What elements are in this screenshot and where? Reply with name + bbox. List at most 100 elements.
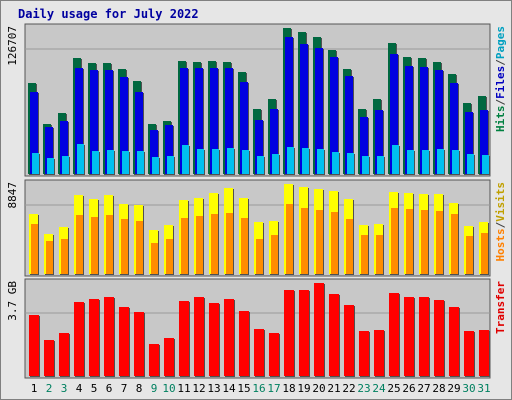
day-tick-label: 11	[177, 382, 190, 395]
files-bar	[450, 83, 458, 174]
transfer-bar	[404, 297, 414, 376]
files-bar	[240, 82, 248, 174]
hosts-bar	[421, 210, 428, 274]
files-bar	[465, 112, 473, 174]
hosts-bar	[121, 219, 128, 274]
pages-bar	[62, 156, 69, 174]
top-ymax-label: 126707	[6, 26, 19, 66]
hosts-bar	[61, 239, 68, 274]
top-legend-part: /	[494, 99, 507, 106]
transfer-bar	[29, 315, 39, 376]
day-tick-label: 21	[327, 382, 340, 395]
pages-bar	[32, 153, 39, 174]
transfer-bar	[314, 283, 324, 376]
files-bar	[285, 37, 293, 174]
day-tick-label: 12	[192, 382, 205, 395]
pages-bar	[377, 156, 384, 174]
day-tick-label: 9	[151, 382, 158, 395]
hosts-bar	[31, 224, 38, 274]
hosts-bar	[106, 215, 113, 274]
files-bar	[270, 109, 278, 174]
hosts-bar	[76, 215, 83, 274]
day-tick-label: 18	[282, 382, 295, 395]
transfer-bar	[179, 301, 189, 376]
hosts-bar	[436, 211, 443, 274]
day-tick-label: 24	[372, 382, 386, 395]
day-tick-label: 14	[222, 382, 236, 395]
hosts-bar	[241, 218, 248, 274]
transfer-bar	[479, 330, 489, 376]
transfer-bar	[194, 297, 204, 376]
bottom-ymax-label: 3.7 GB	[6, 281, 19, 321]
pages-bar	[77, 144, 84, 174]
hosts-bar	[331, 212, 338, 274]
middle-legend-part: Hosts	[494, 228, 507, 261]
pages-bar	[137, 151, 144, 174]
files-bar	[420, 67, 428, 174]
files-bar	[45, 127, 53, 174]
day-tick-label: 31	[477, 382, 490, 395]
files-bar	[105, 70, 113, 174]
transfer-bar	[434, 300, 444, 376]
pages-bar	[167, 156, 174, 174]
pages-bar	[47, 158, 54, 174]
transfer-bar	[119, 307, 129, 376]
pages-bar	[92, 151, 99, 174]
day-tick-label: 3	[61, 382, 68, 395]
hosts-bar	[376, 235, 383, 274]
transfer-bar	[359, 331, 369, 376]
pages-bar	[467, 154, 474, 174]
files-bar	[330, 57, 338, 174]
transfer-bar	[104, 297, 114, 376]
pages-bar	[302, 148, 309, 174]
transfer-bar	[239, 311, 249, 376]
pages-bar	[107, 150, 114, 174]
files-bar	[135, 92, 143, 174]
day-tick-label: 19	[297, 382, 310, 395]
middle-legend-part: Visits	[494, 182, 507, 222]
day-tick-label: 6	[106, 382, 113, 395]
pages-bar	[212, 149, 219, 174]
pages-bar	[152, 157, 159, 174]
hosts-bar	[166, 239, 173, 274]
hosts-bar	[346, 219, 353, 274]
hosts-bar	[136, 221, 143, 274]
day-tick-label: 15	[237, 382, 250, 395]
hosts-bar	[391, 208, 398, 274]
files-bar	[195, 68, 203, 174]
bottom-legend: Transfer	[494, 281, 507, 334]
pages-bar	[227, 148, 234, 174]
bottom-legend-part: Transfer	[494, 281, 507, 334]
files-bar	[435, 70, 443, 174]
files-bar	[300, 44, 308, 174]
top-legend: Hits/Files/Pages	[494, 26, 507, 132]
files-bar	[75, 68, 83, 174]
top-legend-part: Pages	[494, 26, 507, 59]
files-bar	[210, 68, 218, 174]
day-tick-label: 22	[342, 382, 355, 395]
hosts-bar	[226, 213, 233, 274]
hosts-bar	[406, 209, 413, 274]
transfer-bar	[464, 331, 474, 376]
pages-bar	[317, 149, 324, 174]
files-bar	[405, 66, 413, 174]
day-tick-label: 4	[76, 382, 83, 395]
hosts-bar	[181, 218, 188, 274]
pages-bar	[242, 150, 249, 174]
day-tick-label: 26	[402, 382, 415, 395]
hosts-bar	[46, 241, 53, 274]
transfer-bar	[269, 333, 279, 376]
hosts-bar	[301, 208, 308, 274]
hosts-bar	[271, 235, 278, 274]
pages-bar	[182, 145, 189, 174]
pages-bar	[197, 149, 204, 174]
transfer-bar	[74, 302, 84, 376]
transfer-bar	[134, 312, 144, 376]
pages-bar	[482, 155, 489, 174]
transfer-bar	[284, 290, 294, 376]
transfer-bar	[419, 297, 429, 376]
top-legend-part: /	[494, 59, 507, 66]
middle-legend-part: /	[494, 221, 507, 228]
pages-bar	[362, 156, 369, 174]
